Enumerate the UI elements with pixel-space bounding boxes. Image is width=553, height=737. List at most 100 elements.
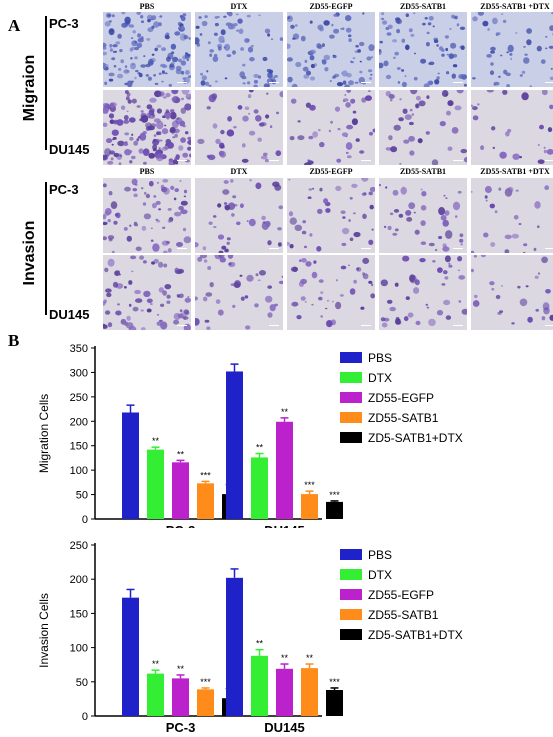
column-label: DTX — [230, 2, 248, 11]
micrograph-tile — [103, 255, 191, 330]
micrograph-tile — [379, 178, 467, 253]
y-tick-label: 250 — [70, 540, 88, 552]
significance-label: ** — [152, 659, 160, 669]
significance-label: *** — [329, 490, 340, 500]
cell-line-label: DU145 — [49, 142, 90, 157]
significance-label: *** — [329, 677, 340, 687]
row-group-bracket — [45, 182, 47, 315]
category-label: DU145 — [264, 720, 304, 735]
micrograph-tile — [287, 178, 375, 253]
y-tick-label: 200 — [70, 416, 88, 428]
legend-swatch — [340, 392, 362, 403]
micrograph-tile — [195, 90, 283, 165]
legend-swatch — [340, 629, 362, 640]
y-tick-label: 150 — [70, 608, 88, 620]
scale-bar — [177, 160, 187, 161]
category-label: PC-3 — [166, 523, 196, 528]
scale-bar — [269, 325, 279, 326]
scale-bar — [177, 325, 187, 326]
y-tick-label: 200 — [70, 574, 88, 586]
bar — [172, 678, 189, 716]
scale-bar — [453, 248, 463, 249]
y-tick-label: 300 — [70, 367, 88, 379]
category-label: PC-3 — [166, 720, 196, 735]
legend-label: ZD5-SATB1+DTX — [368, 628, 463, 642]
category-label: DU145 — [264, 523, 304, 528]
cell-line-label: PC-3 — [49, 182, 79, 197]
scale-bar — [545, 325, 553, 326]
legend-label: DTX — [368, 371, 392, 385]
legend-label: ZD55-EGFP — [368, 391, 434, 405]
bar — [197, 689, 214, 716]
column-label: ZD55-EGFP — [309, 167, 353, 176]
y-tick-label: 150 — [70, 441, 88, 453]
legend-label: DTX — [368, 568, 392, 582]
bar — [122, 412, 139, 519]
legend-swatch — [340, 412, 362, 423]
legend-label: ZD5-SATB1+DTX — [368, 431, 463, 445]
cell-line-label: PC-3 — [49, 16, 79, 31]
column-label: DTX — [230, 167, 248, 176]
micrograph-tile — [379, 90, 467, 165]
scale-bar — [453, 160, 463, 161]
micrograph-tile — [103, 12, 191, 87]
scale-bar — [545, 160, 553, 161]
micrograph-tile — [195, 12, 283, 87]
bar — [147, 449, 164, 519]
legend-swatch — [340, 569, 362, 580]
significance-label: ** — [256, 443, 264, 453]
bar — [326, 501, 343, 519]
legend-swatch — [340, 549, 362, 560]
bar — [147, 673, 164, 716]
bar — [251, 457, 268, 519]
micrograph-tile — [287, 255, 375, 330]
column-label: ZD55-SATB1 — [399, 2, 447, 11]
legend-swatch — [340, 352, 362, 363]
scale-bar — [361, 248, 371, 249]
bar — [326, 690, 343, 716]
scale-bar — [545, 82, 553, 83]
assay-label: Invasion — [21, 220, 38, 286]
column-label: ZD55-SATB1 +DTX — [480, 2, 550, 11]
significance-label: *** — [200, 470, 211, 480]
scale-bar — [453, 325, 463, 326]
scale-bar — [177, 248, 187, 249]
legend-label: PBS — [368, 351, 392, 365]
significance-label: ** — [281, 407, 289, 417]
micrograph-tile — [103, 90, 191, 165]
bar — [172, 462, 189, 519]
row-group-bracket — [45, 16, 47, 150]
legend-swatch — [340, 609, 362, 620]
scale-bar — [361, 325, 371, 326]
y-tick-label: 100 — [70, 465, 88, 477]
significance-label: ** — [306, 653, 314, 663]
significance-label: ** — [256, 639, 264, 649]
column-label: ZD55-EGFP — [309, 2, 353, 11]
micrograph-tile — [287, 12, 375, 87]
legend-swatch — [340, 372, 362, 383]
micrograph-tile — [471, 90, 553, 165]
legend-label: ZD55-SATB1 — [368, 411, 439, 425]
scale-bar — [361, 160, 371, 161]
micrograph-tile — [471, 12, 553, 87]
significance-label: ** — [152, 436, 160, 446]
column-label: PBS — [139, 2, 155, 11]
y-tick-label: 0 — [82, 711, 88, 723]
bar — [197, 483, 214, 519]
scale-bar — [545, 248, 553, 249]
legend-swatch — [340, 432, 362, 443]
y-tick-label: 350 — [70, 343, 88, 355]
scale-bar — [453, 82, 463, 83]
y-tick-label: 250 — [70, 392, 88, 404]
bar — [226, 577, 243, 716]
column-label: ZD55-SATB1 — [399, 167, 447, 176]
micrograph-tile — [195, 255, 283, 330]
legend-swatch — [340, 589, 362, 600]
legend-label: ZD55-SATB1 — [368, 608, 439, 622]
column-label: ZD55-SATB1 +DTX — [480, 167, 550, 176]
micrograph-tile — [379, 12, 467, 87]
micrograph-tile — [195, 178, 283, 253]
bar — [122, 597, 139, 716]
